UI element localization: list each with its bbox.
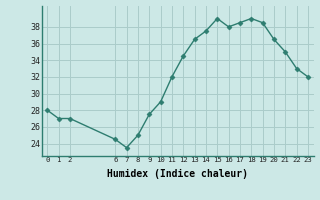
X-axis label: Humidex (Indice chaleur): Humidex (Indice chaleur): [107, 169, 248, 179]
